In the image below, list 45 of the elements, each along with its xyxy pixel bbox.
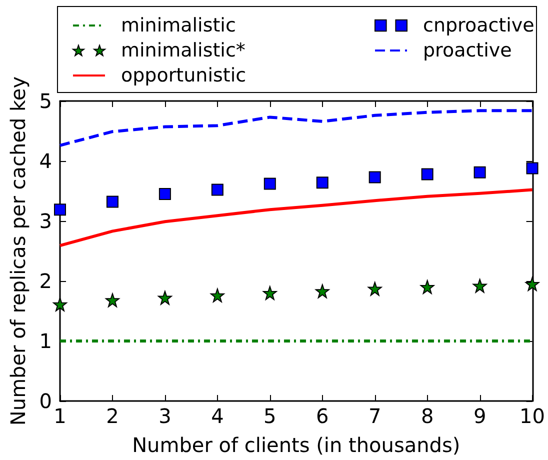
y-tick-label: 0 [39, 389, 52, 413]
point [106, 196, 118, 208]
point [315, 284, 330, 298]
line-series [58, 188, 534, 248]
legend-label: minimalistic* [121, 40, 246, 62]
x-tick-label: 7 [368, 404, 382, 428]
x-tick-label: 6 [316, 404, 329, 428]
point [158, 290, 172, 305]
x-tick-label: 2 [106, 404, 119, 428]
legend-label: proactive [423, 40, 512, 62]
legend-label: opportunistic [121, 64, 246, 86]
y-tick-label: 3 [39, 209, 52, 233]
point [526, 162, 538, 174]
x-tick-label: 4 [211, 404, 224, 428]
legend-label: minimalistic [121, 14, 236, 36]
x-tick-label: 1 [54, 404, 66, 428]
y-tick-label: 1 [39, 329, 52, 353]
x-tick-label: 10 [520, 404, 545, 428]
x-tick-label: 8 [420, 404, 434, 428]
y-tick-label: 2 [39, 269, 52, 293]
point [54, 204, 66, 216]
point [421, 168, 434, 180]
point [105, 293, 120, 308]
point [211, 184, 224, 196]
y-tick-label: 4 [39, 149, 52, 173]
point [210, 288, 224, 302]
point [53, 297, 67, 312]
point [420, 280, 434, 294]
point [264, 178, 276, 190]
point [474, 166, 486, 178]
point [158, 188, 171, 200]
point [525, 277, 540, 291]
point [472, 278, 487, 293]
y-tick-label: 5 [39, 89, 52, 113]
legend-label: cnproactive [423, 14, 534, 36]
point [316, 176, 328, 189]
x-tick-label: 3 [158, 404, 172, 428]
y-axis-title: Number of replicas per cached key [6, 76, 30, 426]
x-tick-label: 9 [473, 404, 486, 428]
x-tick-label: 5 [264, 404, 276, 428]
line-series [58, 109, 534, 147]
x-axis-title: Number of clients (in thousands) [132, 433, 460, 457]
point [368, 171, 381, 184]
point [368, 282, 382, 296]
point [262, 286, 277, 300]
